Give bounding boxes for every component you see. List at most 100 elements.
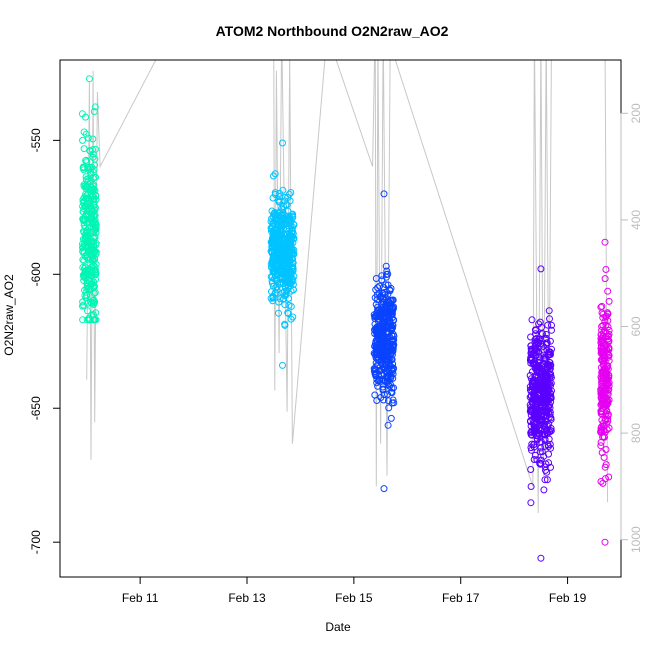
data-point <box>547 393 555 401</box>
data-point <box>375 334 383 342</box>
data-point <box>376 350 384 358</box>
data-point <box>278 235 285 243</box>
data-point <box>91 103 99 111</box>
data-point <box>372 313 380 320</box>
data-point <box>597 410 605 418</box>
data-point <box>538 416 546 423</box>
data-point <box>387 374 395 382</box>
data-point <box>81 263 89 271</box>
data-point <box>87 272 95 280</box>
data-point <box>380 485 388 493</box>
data-point <box>284 309 292 317</box>
data-point <box>372 275 380 282</box>
data-point <box>387 414 395 422</box>
data-point <box>380 348 388 356</box>
data-point <box>599 351 607 359</box>
data-point <box>601 538 609 546</box>
data-point <box>531 343 539 351</box>
data-point <box>86 164 94 172</box>
data-point <box>83 236 91 244</box>
data-point <box>84 307 91 315</box>
data-point <box>378 289 386 297</box>
data-point <box>89 316 97 324</box>
profile-overlay <box>86 60 609 514</box>
data-point <box>82 156 90 164</box>
data-point <box>602 321 610 329</box>
data-point <box>279 361 286 369</box>
data-point <box>542 331 550 338</box>
data-point <box>281 193 289 201</box>
data-point <box>531 364 539 372</box>
data-point <box>379 361 387 369</box>
data-point <box>388 389 396 397</box>
data-point <box>527 356 535 364</box>
data-point <box>373 343 381 351</box>
data-point <box>602 313 610 321</box>
data-point <box>91 247 99 255</box>
data-point <box>601 317 609 325</box>
data-point <box>535 356 543 364</box>
data-point <box>535 359 543 366</box>
data-point <box>537 420 545 428</box>
data-point <box>537 456 545 464</box>
data-point <box>546 315 553 323</box>
series-2 <box>267 139 298 369</box>
data-point <box>530 456 538 463</box>
data-point <box>530 392 538 399</box>
data-point <box>605 424 613 432</box>
data-point <box>532 415 540 423</box>
data-point <box>601 275 609 283</box>
data-point <box>597 442 605 450</box>
data-point <box>537 265 545 273</box>
data-point <box>374 325 382 333</box>
data-point <box>91 298 99 306</box>
data-point <box>82 229 90 237</box>
data-point <box>371 370 379 377</box>
data-point <box>374 382 382 390</box>
data-point <box>598 397 606 405</box>
data-point <box>279 186 287 194</box>
data-point <box>271 170 279 178</box>
profile-line <box>86 60 609 514</box>
data-point <box>380 391 388 399</box>
data-point <box>83 219 91 227</box>
data-point <box>285 217 293 225</box>
data-point <box>85 75 93 83</box>
data-point <box>376 308 384 316</box>
data-point <box>267 238 275 246</box>
data-point <box>597 390 605 397</box>
data-point <box>89 135 97 143</box>
data-point <box>384 421 392 429</box>
right-tick-label: 400 <box>629 210 643 230</box>
data-point <box>599 360 607 368</box>
data-point <box>605 473 613 481</box>
data-point <box>546 374 554 382</box>
data-point <box>546 408 554 416</box>
data-point <box>290 286 297 294</box>
data-point <box>81 268 89 275</box>
data-point <box>373 361 381 369</box>
data-point <box>86 247 94 255</box>
data-point <box>92 275 99 283</box>
data-point <box>271 211 279 219</box>
data-point <box>527 466 535 473</box>
data-point <box>601 238 609 246</box>
data-point <box>83 280 91 287</box>
data-point <box>80 145 88 153</box>
data-point <box>275 253 283 261</box>
data-point <box>290 220 298 228</box>
data-point <box>289 228 296 236</box>
data-point <box>275 198 283 206</box>
data-point <box>541 335 549 343</box>
data-point <box>270 172 277 180</box>
data-point <box>390 316 398 324</box>
data-point <box>539 367 547 375</box>
data-point <box>381 314 389 322</box>
data-point <box>380 376 387 384</box>
data-point <box>390 341 398 349</box>
data-point <box>601 463 609 471</box>
data-point <box>90 198 98 206</box>
data-point <box>597 407 605 415</box>
data-point <box>80 194 88 202</box>
